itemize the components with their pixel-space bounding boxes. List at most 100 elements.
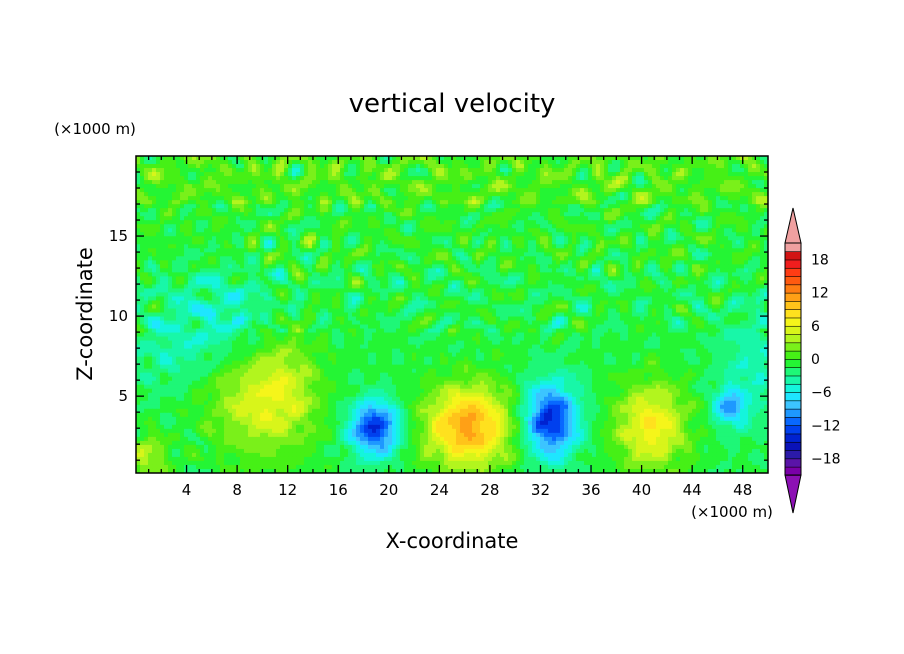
contour-cell [760, 236, 765, 241]
contour-cell [164, 208, 169, 213]
contour-cell [448, 236, 453, 241]
contour-cell [396, 212, 401, 217]
contour-cell [668, 268, 673, 273]
contour-cell [312, 208, 317, 213]
contour-cell [488, 184, 493, 189]
contour-cell [680, 212, 685, 217]
contour-cell [268, 208, 273, 213]
contour-cell [248, 208, 253, 213]
contour-cell [212, 172, 217, 177]
contour-cell [424, 264, 429, 269]
contour-cell [432, 200, 437, 205]
contour-cell [220, 228, 225, 233]
contour-cell [284, 280, 289, 285]
contour-cell [308, 172, 313, 177]
contour-cell [272, 236, 277, 241]
contour-cell [220, 160, 225, 165]
contour-cell [536, 260, 541, 265]
contour-cell [196, 188, 201, 193]
contour-cell [244, 248, 249, 253]
contour-cell [468, 156, 473, 161]
contour-cell [640, 200, 645, 205]
contour-cell [628, 228, 633, 233]
contour-cell [696, 164, 701, 169]
contour-cell [392, 232, 397, 237]
contour-cell [292, 180, 297, 185]
contour-cell [228, 276, 233, 281]
contour-cell [268, 180, 273, 185]
contour-cell [688, 276, 693, 281]
contour-cell [316, 240, 321, 245]
contour-cell [296, 156, 301, 161]
contour-cell [528, 164, 533, 169]
contour-cell [548, 244, 553, 249]
contour-cell [688, 224, 693, 229]
contour-cell [480, 228, 485, 233]
contour-cell [444, 244, 449, 249]
contour-cell [180, 244, 185, 249]
contour-cell [444, 264, 449, 269]
contour-cell [416, 264, 421, 269]
contour-cell [140, 188, 145, 193]
contour-cell [456, 248, 461, 253]
contour-cell [324, 180, 329, 185]
contour-cell [720, 208, 725, 213]
contour-cell [628, 184, 633, 189]
contour-cell [184, 224, 189, 229]
contour-cell [136, 184, 141, 189]
contour-cell [696, 172, 701, 177]
contour-cell [152, 176, 157, 181]
contour-cell [568, 196, 573, 201]
contour-cell [604, 200, 609, 205]
contour-cell [760, 172, 765, 177]
contour-cell [284, 248, 289, 253]
contour-cell [264, 188, 269, 193]
contour-cell [552, 228, 557, 233]
contour-cell [268, 196, 273, 201]
contour-cell [684, 272, 689, 277]
contour-cell [572, 264, 577, 269]
contour-cell [468, 220, 473, 225]
contour-cell [324, 264, 329, 269]
contour-cell [432, 228, 437, 233]
contour-cell [212, 252, 217, 257]
contour-cell [196, 180, 201, 185]
contour-cell [240, 196, 245, 201]
contour-cell [436, 268, 441, 273]
contour-cell [684, 172, 689, 177]
contour-cell [508, 244, 513, 249]
contour-cell [664, 220, 669, 225]
contour-cell [412, 200, 417, 205]
contour-cell [444, 224, 449, 229]
contour-cell [428, 172, 433, 177]
contour-cell [164, 184, 169, 189]
contour-cell [308, 276, 313, 281]
contour-cell [228, 260, 233, 265]
contour-cell [380, 188, 385, 193]
contour-cell [216, 172, 221, 177]
contour-cell [572, 256, 577, 261]
contour-cell [524, 252, 529, 257]
contour-cell [308, 256, 313, 261]
contour-cell [512, 236, 517, 241]
contour-cell [328, 184, 333, 189]
contour-cell [376, 208, 381, 213]
contour-cell [552, 276, 557, 281]
contour-cell [736, 228, 741, 233]
contour-cell [392, 184, 397, 189]
contour-cell [216, 192, 221, 197]
contour-cell [532, 268, 537, 273]
contour-cell [416, 212, 421, 217]
contour-cell [396, 156, 401, 161]
contour-cell [324, 224, 329, 229]
contour-cell [396, 180, 401, 185]
contour-cell [684, 212, 689, 217]
contour-cell [752, 208, 757, 213]
contour-cell [496, 216, 501, 221]
contour-cell [720, 168, 725, 173]
contour-cell [760, 208, 765, 213]
contour-cell [720, 184, 725, 189]
contour-cell [160, 160, 165, 165]
contour-cell [624, 256, 629, 261]
contour-cell [272, 168, 277, 173]
